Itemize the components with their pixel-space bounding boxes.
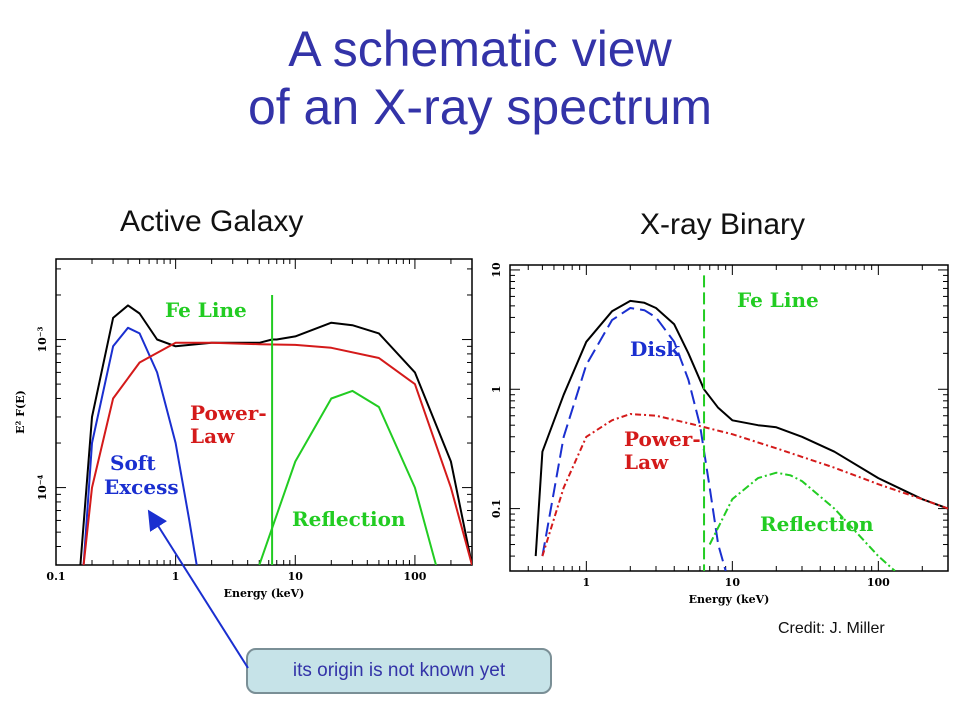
- x-tick-label: 10: [288, 570, 304, 583]
- y-tick-label: 10⁻⁴: [36, 474, 49, 500]
- series-reflection: [708, 471, 896, 571]
- x-tick-label: 1: [172, 570, 180, 583]
- annotation-label: Power-: [624, 427, 701, 451]
- annotation-label: Law: [190, 424, 235, 448]
- annotation-label: Soft: [110, 451, 156, 475]
- callout-box: its origin is not known yet: [246, 648, 552, 694]
- x-tick-label: 100: [403, 570, 426, 583]
- y-tick-label: 10: [490, 262, 503, 278]
- series-total: [534, 299, 948, 557]
- series-power-law: [541, 413, 948, 557]
- annotation-label: Reflection: [760, 512, 874, 536]
- y-axis-label: E² F(E): [14, 390, 27, 434]
- credit-text: Credit: J. Miller: [778, 620, 885, 637]
- plot-frame: [509, 264, 949, 572]
- annotation-label: Fe Line: [165, 298, 247, 322]
- y-tick-label: 10⁻³: [36, 326, 49, 352]
- title-line-2: of an X-ray spectrum: [247, 79, 713, 135]
- x-axis-label: Energy (keV): [689, 593, 770, 606]
- annotation-label: Power-: [190, 401, 267, 425]
- chart-active-galaxy: 0.1 1 10 100 10⁻⁴ 10⁻³ Energy (keV) E² F(E) Fe L…: [14, 258, 473, 600]
- annotation-label: Law: [624, 450, 669, 474]
- series-total: [79, 304, 472, 565]
- annotation-label: Excess: [104, 475, 179, 499]
- y-tick-label: 0.1: [490, 499, 503, 518]
- chart-title-active-galaxy: Active Galaxy: [120, 205, 304, 238]
- series-reflection: [258, 389, 437, 565]
- y-tick-label: 1: [490, 385, 503, 393]
- annotation-label: Fe Line: [737, 288, 819, 312]
- x-tick-label: 1: [583, 576, 591, 589]
- x-tick-label: 0.1: [46, 570, 65, 583]
- chart-title-xray-binary: X-ray Binary: [640, 208, 806, 241]
- plot-frame: [55, 258, 473, 566]
- annotation-label: Reflection: [292, 507, 406, 531]
- x-tick-label: 10: [725, 576, 741, 589]
- title-line-1: A schematic view: [288, 21, 672, 77]
- annotation-label: Disk: [630, 337, 681, 361]
- series-power-law: [82, 341, 472, 565]
- x-axis-label: Energy (keV): [224, 587, 305, 600]
- slide-title: A schematic view of an X-ray spectrum: [0, 20, 960, 136]
- series-soft-excess: [82, 326, 198, 565]
- x-tick-label: 100: [867, 576, 890, 589]
